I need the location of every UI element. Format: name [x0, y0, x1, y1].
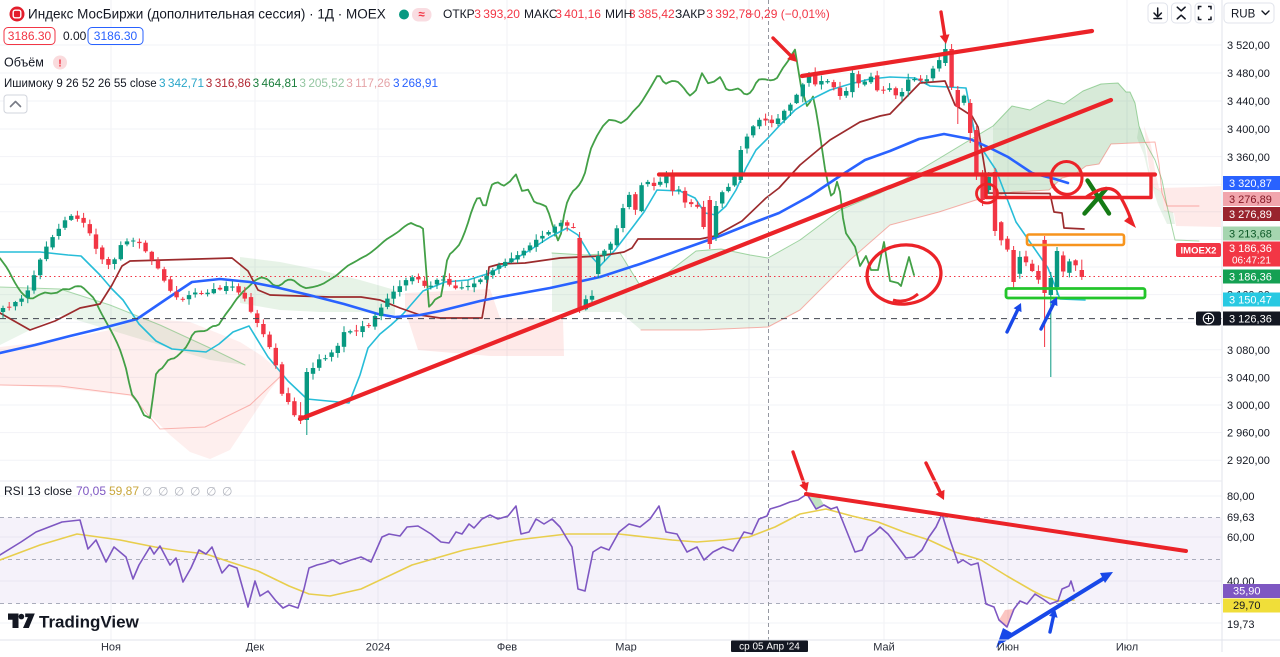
svg-text:Фев: Фев — [497, 642, 517, 653]
svg-text:Июн: Июн — [997, 642, 1019, 653]
svg-text:Объём: Объём — [4, 56, 44, 70]
svg-text:∅: ∅ — [206, 485, 216, 499]
svg-text:2024: 2024 — [366, 642, 390, 653]
svg-text:3 276,89: 3 276,89 — [1229, 209, 1272, 221]
svg-text:Ноя: Ноя — [101, 642, 121, 653]
svg-text:2 920,00: 2 920,00 — [1227, 455, 1270, 467]
svg-text:3 464,81: 3 464,81 — [253, 76, 298, 90]
svg-text:∅: ∅ — [174, 485, 184, 499]
svg-text:Май: Май — [873, 642, 895, 653]
svg-text:ср 05 Апр '24: ср 05 Апр '24 — [739, 642, 800, 653]
svg-text:RUB: RUB — [1231, 9, 1256, 21]
svg-text:3 126,36: 3 126,36 — [1229, 314, 1272, 326]
svg-text:3 080,00: 3 080,00 — [1227, 345, 1270, 357]
svg-text:80,00: 80,00 — [1227, 491, 1255, 503]
svg-text:69,63: 69,63 — [1227, 512, 1255, 524]
svg-text:3 401,16: 3 401,16 — [555, 7, 601, 21]
svg-text:3 320,87: 3 320,87 — [1229, 178, 1272, 190]
svg-text:−0,29 (−0,01%): −0,29 (−0,01%) — [747, 7, 830, 21]
svg-text:0.00: 0.00 — [63, 29, 87, 43]
svg-text:RSI 13 close: RSI 13 close — [4, 484, 72, 498]
svg-text:3 316,86: 3 316,86 — [206, 76, 251, 90]
svg-text:∅: ∅ — [158, 485, 168, 499]
svg-text:3 360,00: 3 360,00 — [1227, 152, 1270, 164]
svg-text:∅: ∅ — [222, 485, 232, 499]
svg-text:3 268,91: 3 268,91 — [393, 76, 438, 90]
svg-text:3 393,20: 3 393,20 — [474, 7, 520, 21]
svg-text:Ишимоку 9 26 52 26 55 close: Ишимоку 9 26 52 26 55 close — [4, 78, 157, 90]
svg-text:Индекс МосБиржи (дополнительна: Индекс МосБиржи (дополнительная сессия) … — [28, 7, 386, 22]
svg-text:3 440,00: 3 440,00 — [1227, 96, 1270, 108]
svg-text:2 960,00: 2 960,00 — [1227, 428, 1270, 440]
svg-text:3 040,00: 3 040,00 — [1227, 372, 1270, 384]
svg-text:∅: ∅ — [190, 485, 200, 499]
svg-text:МИН: МИН — [605, 7, 632, 21]
svg-text:19,73: 19,73 — [1227, 619, 1255, 631]
svg-text:3186.30: 3186.30 — [94, 29, 138, 43]
svg-text:3 213,68: 3 213,68 — [1229, 229, 1272, 241]
svg-text:∅: ∅ — [142, 485, 152, 499]
svg-text:3 520,00: 3 520,00 — [1227, 40, 1270, 52]
svg-text:70,05: 70,05 — [76, 484, 106, 498]
svg-text:Мар: Мар — [615, 642, 637, 653]
svg-text:3 400,00: 3 400,00 — [1227, 124, 1270, 136]
svg-text:3 186,36: 3 186,36 — [1229, 243, 1272, 255]
svg-text:60,00: 60,00 — [1227, 532, 1255, 544]
svg-text:35,90: 35,90 — [1233, 586, 1261, 598]
svg-text:3186.30: 3186.30 — [8, 29, 52, 43]
svg-text:IMOEX2: IMOEX2 — [1181, 246, 1217, 257]
svg-text:Июл: Июл — [1116, 642, 1138, 653]
svg-text:3 117,26: 3 117,26 — [346, 76, 391, 90]
svg-text:06:47:21: 06:47:21 — [1232, 256, 1271, 267]
svg-text:3 000,00: 3 000,00 — [1227, 400, 1270, 412]
svg-text:3 342,71: 3 342,71 — [159, 76, 204, 90]
svg-text:TradingView: TradingView — [39, 613, 140, 632]
svg-text:3 480,00: 3 480,00 — [1227, 68, 1270, 80]
svg-text:3 385,42: 3 385,42 — [629, 7, 675, 21]
svg-text:ЗАКР: ЗАКР — [675, 7, 705, 21]
svg-text:29,70: 29,70 — [1233, 600, 1261, 612]
svg-text:59,87: 59,87 — [109, 484, 139, 498]
svg-text:3 150,47: 3 150,47 — [1229, 295, 1272, 307]
svg-text:!: ! — [58, 58, 62, 70]
svg-text:Дек: Дек — [246, 642, 265, 653]
svg-text:3 186,36: 3 186,36 — [1229, 272, 1272, 284]
svg-text:3 205,52: 3 205,52 — [299, 76, 344, 90]
svg-text:3 276,89: 3 276,89 — [1229, 194, 1272, 206]
svg-text:ОТКР: ОТКР — [443, 7, 475, 21]
svg-text:3 392,78: 3 392,78 — [706, 7, 752, 21]
svg-text:МАКС: МАКС — [524, 7, 558, 21]
svg-text:≈: ≈ — [419, 9, 426, 21]
